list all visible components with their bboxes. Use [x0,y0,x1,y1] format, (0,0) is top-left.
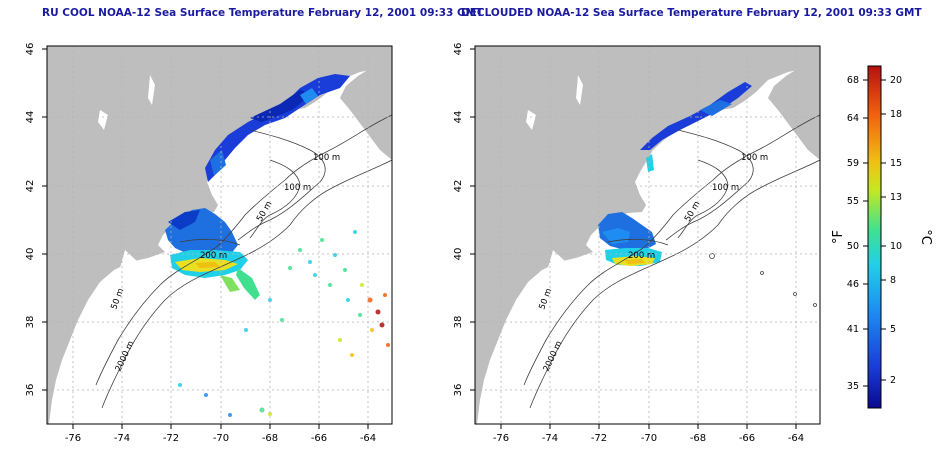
colorbar-celsius-tick: 13 [890,192,902,203]
y-tick-label: 46 [25,43,36,56]
sst-gulf-of-maine [205,74,350,182]
sst-scattered-pixels [178,230,390,417]
x-tick-label: -68 [690,433,706,444]
x-tick-label: -66 [739,433,755,444]
map-frame [46,45,393,425]
colorbar-fahrenheit-tick: 68 [847,75,859,86]
graticule [47,46,392,424]
colorbar-fahrenheit-tick: 50 [847,241,859,252]
land-mass [768,46,820,160]
contour-label: 100 m [741,153,768,163]
x-tick-label: -66 [311,433,327,444]
left-map-title: RU COOL NOAA-12 Sea Surface Temperature … [42,7,484,19]
land-mass [340,46,392,160]
colorbar-gradient [867,65,882,409]
colorbar-fahrenheit-label: °F [831,230,846,244]
colorbar-celsius-tick: 18 [890,109,902,120]
colorbar-fahrenheit-tick: 55 [847,196,859,207]
sst-gulf-of-maine [640,82,752,150]
x-tick-label: -68 [262,433,278,444]
x-tick-label: -74 [114,433,130,444]
x-tick-label: -64 [360,433,376,444]
x-tick-label: -70 [213,433,229,444]
y-tick-label: 40 [25,248,36,261]
x-tick-label: -72 [163,433,179,444]
x-tick-label: -74 [542,433,558,444]
map-frame [474,45,821,425]
colorbar-celsius-tick: 5 [890,324,896,335]
colorbar-celsius-label: °C [918,229,933,245]
y-tick-label: 42 [25,180,36,193]
colorbar-celsius-tick: 20 [890,75,902,86]
right-sst-map: 100 m 100 m 50 m 200 m 50 m 2000 m [453,43,821,444]
y-tick-label: 46 [453,43,464,56]
land-mass [475,46,820,424]
x-tick-label: -72 [591,433,607,444]
y-tick-label: 36 [25,384,36,397]
y-tick-label: 40 [453,248,464,261]
colorbar-celsius-tick: 10 [890,241,902,252]
contour-label: 100 m [284,183,311,193]
colorbar-fahrenheit-tick: 64 [847,113,859,124]
colorbar-celsius-tick: 15 [890,158,902,169]
contour-label: 100 m [712,183,739,193]
colorbar-fahrenheit-tick: 59 [847,158,859,169]
graticule [475,46,820,424]
colorbar-celsius-tick: 8 [890,275,896,286]
sst-colorbar: 68 64 59 55 50 46 41 35 20 18 15 13 10 8… [831,65,933,409]
colorbar-fahrenheit-tick: 41 [847,324,859,335]
x-tick-label: -76 [65,433,81,444]
colorbar-fahrenheit-tick: 35 [847,381,859,392]
y-tick-label: 38 [453,316,464,329]
land-mass [47,46,392,424]
bathymetry-contours [95,114,392,409]
x-tick-label: -70 [641,433,657,444]
contour-label: 200 m [200,251,227,261]
y-tick-label: 36 [453,384,464,397]
colorbar-fahrenheit-tick: 46 [847,279,859,290]
y-tick-label: 42 [453,180,464,193]
contour-label: 100 m [313,153,340,163]
y-tick-label: 44 [25,111,36,124]
bathymetry-contours [523,114,820,409]
y-tick-label: 44 [453,111,464,124]
x-tick-label: -76 [493,433,509,444]
colorbar-celsius-tick: 2 [890,375,896,386]
y-tick-label: 38 [25,316,36,329]
left-sst-map: 100 m 100 m 50 m 200 m 50 m 2000 m [25,43,393,444]
right-map-title: DECLOUDED NOAA-12 Sea Surface Temperatur… [461,7,922,19]
x-tick-label: -64 [788,433,804,444]
contour-label: 200 m [628,251,655,261]
